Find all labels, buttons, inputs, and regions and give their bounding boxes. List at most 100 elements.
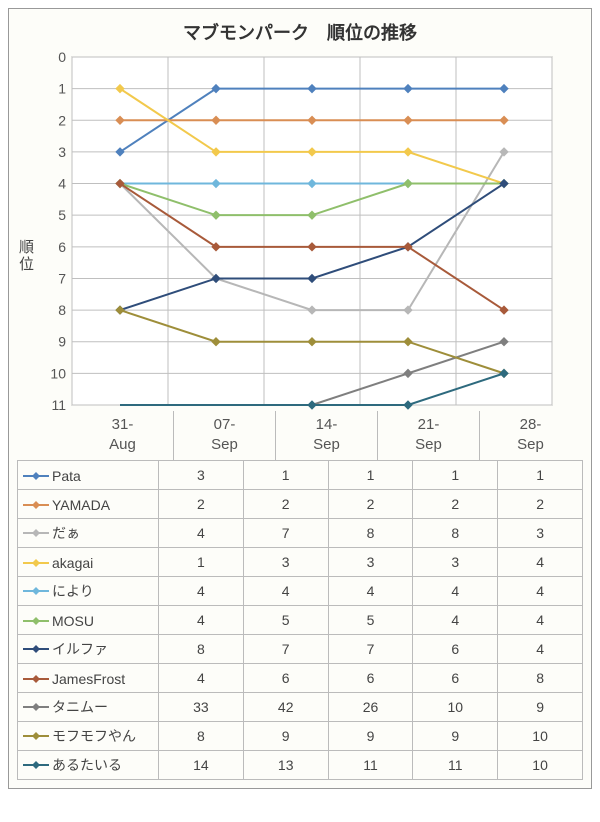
plot-area: 01234567891011 31-Aug07-Sep14-Sep21-Sep2… [38, 51, 581, 460]
table-row: により44444 [18, 577, 583, 606]
data-cell: 7 [243, 519, 328, 548]
svg-text:9: 9 [58, 334, 66, 350]
legend-marker-icon [22, 672, 50, 686]
legend-cell: akagai [18, 548, 159, 577]
legend-marker-icon [22, 526, 50, 540]
data-cell: 3 [413, 548, 498, 577]
data-cell: 1 [243, 461, 328, 490]
data-cell: 5 [328, 606, 413, 635]
table-row: イルファ87764 [18, 635, 583, 664]
legend-cell: Pata [18, 461, 159, 490]
legend-marker-icon [22, 642, 50, 656]
legend-label: モフモフやん [52, 728, 136, 744]
table-row: モフモフやん899910 [18, 722, 583, 751]
svg-text:10: 10 [50, 365, 66, 381]
data-cell: 4 [498, 577, 583, 606]
data-cell: 9 [243, 722, 328, 751]
data-cell: 1 [413, 461, 498, 490]
data-cell: 4 [159, 606, 244, 635]
legend-label: akagai [52, 555, 93, 571]
data-cell: 42 [243, 693, 328, 722]
data-cell: 4 [159, 519, 244, 548]
legend-cell: JamesFrost [18, 664, 159, 693]
data-cell: 5 [243, 606, 328, 635]
chart-body: 順位 01234567891011 31-Aug07-Sep14-Sep21-S… [9, 51, 591, 460]
data-cell: 3 [159, 461, 244, 490]
x-axis-tick-label: 21-Sep [377, 411, 479, 460]
legend-label: Pata [52, 468, 81, 484]
svg-text:11: 11 [51, 397, 66, 411]
data-cell: 9 [413, 722, 498, 751]
legend-label: YAMADA [52, 497, 110, 513]
svg-text:4: 4 [58, 176, 66, 192]
data-cell: 6 [413, 664, 498, 693]
data-cell: 1 [328, 461, 413, 490]
legend-marker-icon [22, 614, 50, 628]
data-table: Pata31111YAMADA22222だぁ47883akagai13334によ… [17, 460, 583, 780]
table-row: あるたいる1413111110 [18, 751, 583, 780]
data-cell: 4 [498, 606, 583, 635]
legend-marker-icon [22, 758, 50, 772]
data-cell: 4 [243, 577, 328, 606]
table-row: Pata31111 [18, 461, 583, 490]
data-cell: 11 [413, 751, 498, 780]
svg-text:8: 8 [58, 302, 66, 318]
table-row: だぁ47883 [18, 519, 583, 548]
data-cell: 3 [498, 519, 583, 548]
data-cell: 11 [328, 751, 413, 780]
data-cell: 4 [159, 577, 244, 606]
data-cell: 6 [328, 664, 413, 693]
data-cell: 7 [243, 635, 328, 664]
svg-text:7: 7 [58, 270, 66, 286]
line-chart-svg: 01234567891011 [38, 51, 558, 411]
data-cell: 9 [328, 722, 413, 751]
svg-text:5: 5 [58, 207, 66, 223]
data-cell: 9 [498, 693, 583, 722]
legend-cell: MOSU [18, 606, 159, 635]
legend-cell: あるたいる [18, 751, 159, 780]
data-cell: 6 [243, 664, 328, 693]
legend-cell: だぁ [18, 519, 159, 548]
table-row: MOSU45544 [18, 606, 583, 635]
data-cell: 7 [328, 635, 413, 664]
table-row: YAMADA22222 [18, 490, 583, 519]
data-cell: 33 [159, 693, 244, 722]
data-cell: 8 [159, 635, 244, 664]
data-cell: 13 [243, 751, 328, 780]
data-cell: 8 [328, 519, 413, 548]
data-cell: 1 [159, 548, 244, 577]
y-axis-label: 順位 [15, 239, 38, 273]
legend-cell: により [18, 577, 159, 606]
table-row: タニムー334226109 [18, 693, 583, 722]
legend-label: JamesFrost [52, 671, 125, 687]
legend-cell: YAMADA [18, 490, 159, 519]
legend-marker-icon [22, 498, 50, 512]
table-row: akagai13334 [18, 548, 583, 577]
legend-marker-icon [22, 584, 50, 598]
data-cell: 10 [413, 693, 498, 722]
svg-text:0: 0 [58, 51, 66, 65]
legend-cell: タニムー [18, 693, 159, 722]
legend-label: MOSU [52, 613, 94, 629]
legend-label: タニムー [52, 699, 108, 715]
data-cell: 2 [498, 490, 583, 519]
x-axis-tick-label: 31-Aug [72, 411, 173, 460]
legend-label: イルファ [52, 641, 108, 657]
data-cell: 1 [498, 461, 583, 490]
data-cell: 14 [159, 751, 244, 780]
data-cell: 8 [498, 664, 583, 693]
legend-marker-icon [22, 556, 50, 570]
data-cell: 4 [413, 577, 498, 606]
data-cell: 4 [498, 635, 583, 664]
chart-title: マブモンパーク 順位の推移 [9, 9, 591, 51]
data-cell: 2 [159, 490, 244, 519]
data-cell: 4 [159, 664, 244, 693]
legend-label: あるたいる [52, 757, 122, 773]
x-axis-tick-label: 28-Sep [479, 411, 581, 460]
data-cell: 8 [413, 519, 498, 548]
data-cell: 4 [413, 606, 498, 635]
data-cell: 10 [498, 722, 583, 751]
data-cell: 10 [498, 751, 583, 780]
x-axis-labels: 31-Aug07-Sep14-Sep21-Sep28-Sep [72, 411, 581, 460]
chart-container: マブモンパーク 順位の推移 順位 01234567891011 31-Aug07… [8, 8, 592, 789]
